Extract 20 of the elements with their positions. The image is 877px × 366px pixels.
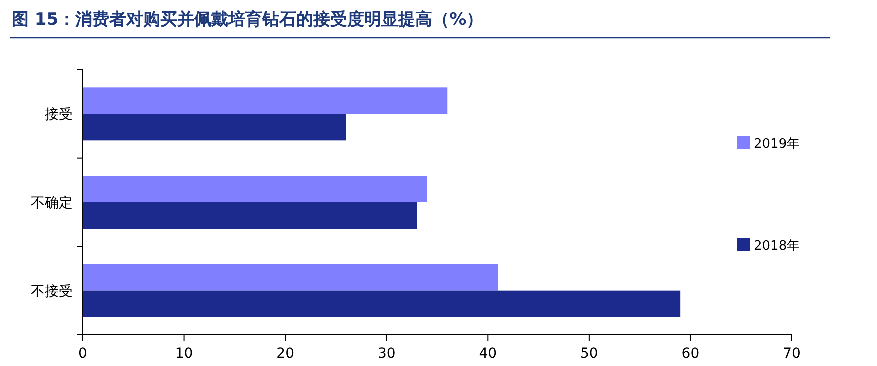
x-tick-label: 50 — [580, 346, 598, 362]
bar — [83, 114, 346, 141]
y-tick-label: 不接受 — [31, 284, 73, 300]
bar — [83, 290, 681, 318]
x-tick-label: 10 — [175, 346, 194, 362]
x-tick-label: 70 — [783, 346, 801, 362]
x-tick-label: 20 — [276, 346, 294, 362]
x-tick-label: 60 — [682, 346, 700, 362]
y-tick-label: 接受 — [45, 107, 73, 124]
x-tick-label: 30 — [378, 346, 396, 362]
chart-title: 图 15：消费者对购买并佩戴培育钻石的接受度明显提高（%） — [12, 9, 484, 30]
legend-label: 2019年 — [754, 137, 800, 152]
y-tick-label: 不确定 — [31, 196, 73, 212]
bar — [83, 88, 448, 114]
x-tick-label: 40 — [479, 346, 498, 362]
bar — [83, 176, 428, 202]
legend-label: 2018年 — [754, 239, 800, 254]
bar — [83, 202, 418, 229]
bar — [83, 264, 498, 291]
x-tick-label: 0 — [78, 346, 88, 362]
